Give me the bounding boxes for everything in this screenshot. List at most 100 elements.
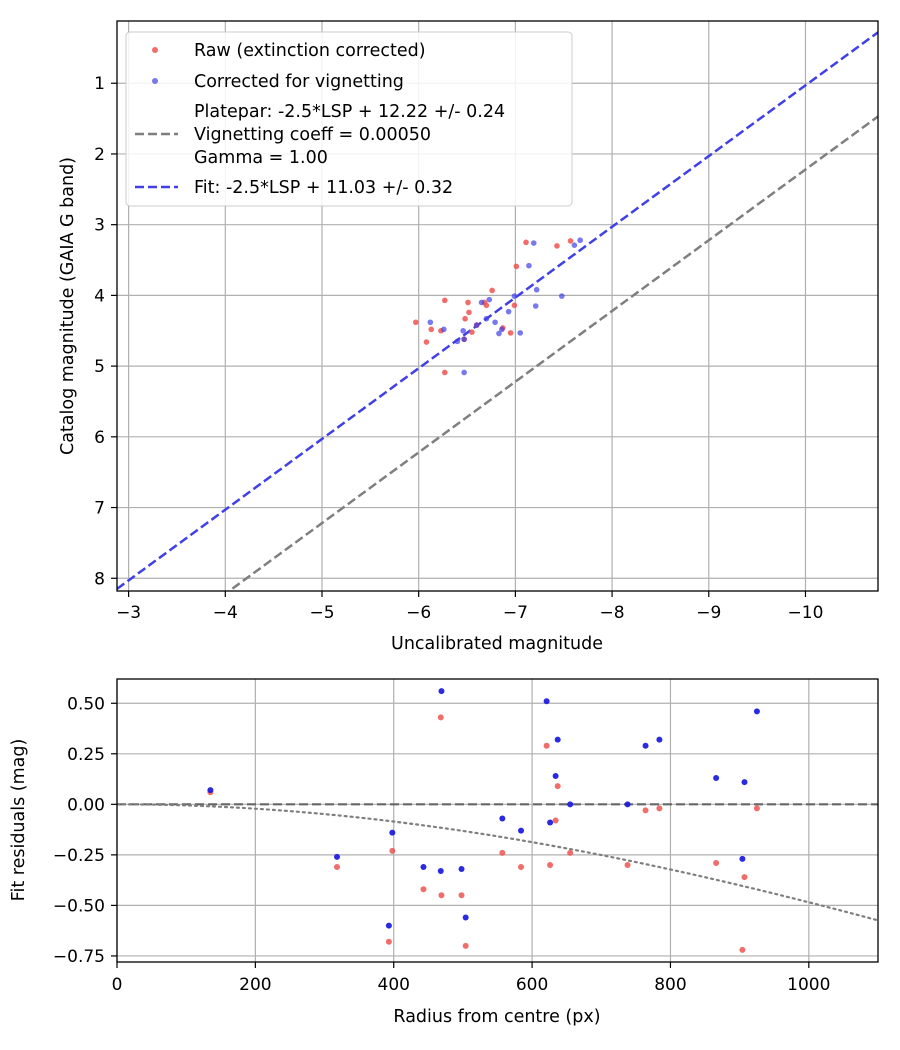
bottom-y-tick-label: −0.75	[53, 947, 105, 967]
top-y-tick-label: 2	[94, 145, 105, 165]
top-y-tick-label: 5	[94, 357, 105, 377]
top-y-axis-label: Catalog magnitude (GAIA G band)	[58, 157, 78, 455]
corrected-residual-point	[207, 787, 214, 794]
corrected-point	[577, 237, 583, 244]
top-y-tick-label: 3	[94, 216, 105, 236]
raw-residual-point	[543, 742, 550, 749]
bottom-x-tick-label: 0	[112, 975, 123, 995]
corrected-point	[505, 308, 512, 315]
corrected-point	[461, 369, 467, 376]
raw-residual-point	[741, 874, 748, 881]
raw-residual-point	[624, 861, 631, 868]
corrected-residual-point	[554, 736, 561, 743]
raw-residual-point	[420, 886, 427, 893]
top-scatter-points	[412, 237, 583, 376]
corrected-point	[496, 330, 502, 337]
top-x-tick-label: −5	[309, 603, 334, 623]
corrected-residual-point	[389, 829, 396, 836]
raw-residual-point	[462, 942, 469, 949]
top-y-tick-label: 6	[94, 428, 105, 448]
bottom-scatter-points	[207, 688, 760, 953]
top-axes-frame	[116, 20, 879, 592]
corrected-residual-point	[624, 801, 631, 808]
corrected-point	[483, 315, 490, 322]
calibration-plot: −3 −4 −5 −6 −7 −8 −9 −10 1 2 3 4 5 6 7 8 Uncalibrated m…	[58, 20, 879, 654]
corrected-residual-point	[656, 736, 663, 743]
corrected-point	[532, 303, 539, 309]
raw-point	[442, 369, 448, 376]
bottom-y-axis-label: Fit residuals (mag)	[9, 739, 29, 902]
raw-residual-point	[499, 849, 506, 856]
raw-residual-point	[389, 847, 396, 854]
top-x-tick-label: −4	[213, 603, 238, 623]
raw-residual-point	[739, 946, 746, 953]
corrected-point	[526, 262, 532, 269]
raw-residual-point	[713, 859, 720, 866]
top-y-tick-label: 8	[94, 569, 105, 589]
legend-platepar-label: Platepar: -2.5*LSP + 12.22 +/- 0.24	[194, 102, 505, 122]
corrected-residual-point	[713, 775, 720, 782]
top-y-tick-label: 1	[94, 74, 105, 94]
corrected-residual-point	[552, 773, 559, 780]
corrected-residual-point	[420, 863, 427, 870]
raw-point	[507, 330, 514, 336]
legend-box	[125, 31, 573, 207]
raw-point	[412, 319, 419, 326]
raw-residual-point	[656, 805, 663, 812]
top-ticks: −3 −4 −5 −6 −7 −8 −9 −10 1 2 3 4 5 6 7 8	[94, 74, 823, 623]
legend-gamma-label: Gamma = 1.00	[194, 148, 328, 168]
bottom-x-tick-label: 200	[239, 975, 271, 995]
top-fit-lines	[117, 31, 878, 591]
corrected-point	[492, 319, 498, 326]
bottom-x-tick-label: 400	[378, 975, 410, 995]
legend-corrected-label: Corrected for vignetting	[194, 72, 404, 92]
corrected-point	[486, 296, 493, 303]
raw-point	[469, 329, 475, 335]
platepar-line	[227, 115, 878, 591]
corrected-point	[478, 299, 485, 306]
raw-point	[423, 339, 430, 345]
top-x-tick-label: −6	[406, 603, 431, 623]
bottom-grid	[116, 679, 878, 962]
corrected-point	[517, 330, 524, 336]
corrected-residual-point	[518, 827, 525, 834]
raw-residual-point	[438, 892, 445, 899]
corrected-point	[427, 319, 434, 326]
top-x-tick-label: −8	[600, 603, 625, 623]
raw-point	[428, 326, 435, 333]
residuals-plot: 0 200 400 600 800 1000 0.50 0.25 0.00 −0.25 −0.50 −…	[9, 678, 879, 1027]
corrected-residual-point	[567, 801, 574, 808]
corrected-residual-point	[499, 815, 506, 822]
raw-point	[462, 315, 468, 322]
raw-residual-point	[567, 849, 574, 856]
vignetting-curve	[117, 803, 878, 922]
raw-residual-point	[518, 863, 525, 870]
bottom-x-tick-label: 600	[516, 975, 548, 995]
raw-residual-point	[333, 863, 340, 870]
legend-corrected-marker	[152, 78, 158, 84]
bottom-x-tick-label: 800	[654, 975, 686, 995]
legend-raw-marker	[152, 47, 158, 53]
corrected-point	[441, 326, 447, 333]
raw-residual-point	[753, 805, 760, 812]
top-x-tick-label: −3	[116, 603, 141, 623]
corrected-point	[460, 327, 466, 334]
legend-vignetting-label: Vignetting coeff = 0.00050	[194, 125, 431, 145]
bottom-reference-lines	[117, 803, 878, 922]
corrected-point	[533, 286, 540, 293]
fit-line	[117, 31, 878, 590]
corrected-point	[454, 338, 461, 345]
corrected-residual-point	[385, 922, 392, 929]
bottom-y-tick-label: 0.25	[67, 745, 105, 765]
raw-residual-point	[642, 807, 649, 814]
raw-residual-point	[547, 861, 554, 868]
raw-residual-point	[554, 783, 561, 790]
raw-residual-point	[552, 817, 559, 824]
raw-point	[511, 302, 518, 309]
corrected-residual-point	[462, 914, 469, 921]
corrected-point	[559, 293, 565, 299]
raw-point	[554, 243, 560, 249]
top-x-tick-label: −7	[503, 603, 528, 623]
raw-residual-point	[385, 938, 392, 945]
corrected-point	[530, 240, 537, 246]
